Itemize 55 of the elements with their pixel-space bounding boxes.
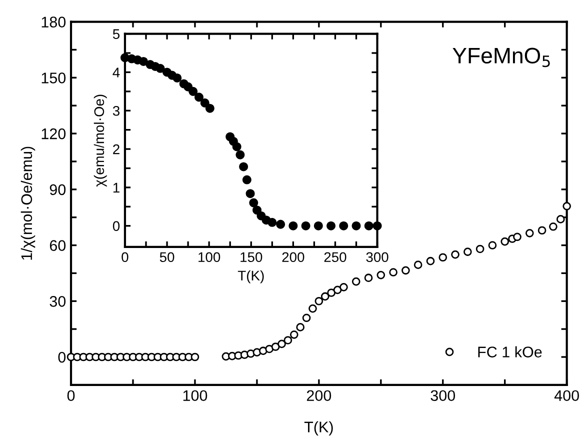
x-tick-label: 200 — [306, 390, 332, 402]
point — [288, 221, 298, 230]
point — [239, 162, 248, 172]
y-tick-label: 0 — [112, 221, 120, 232]
point — [276, 220, 286, 229]
x-tick-label: 100 — [198, 252, 220, 262]
x-axis-title: T(K) — [304, 421, 333, 436]
y-tick-label: 30 — [50, 296, 66, 307]
point — [246, 189, 255, 198]
point — [314, 221, 323, 230]
x-tick-label: 100 — [183, 390, 208, 402]
point — [252, 206, 262, 215]
x-tick-label: 300 — [430, 390, 456, 402]
x-tick-label: 0 — [122, 252, 128, 262]
x-tick-label: 250 — [324, 252, 346, 262]
y-tick-label: 1 — [113, 182, 120, 192]
x-tick-label: 200 — [282, 252, 304, 262]
y-tick-label: 120 — [42, 128, 66, 140]
x-tick-label: 0 — [67, 390, 75, 402]
point — [232, 142, 242, 152]
point — [194, 92, 204, 102]
x-tick-label: 50 — [160, 252, 174, 262]
x-axis-title: T(K) — [238, 270, 264, 284]
point — [205, 104, 214, 113]
y-tick-label: 4 — [112, 68, 120, 78]
point — [364, 221, 374, 230]
point — [372, 221, 382, 230]
point — [172, 73, 182, 82]
y-tick-label: 0 — [58, 352, 66, 363]
y-tick-label: 3 — [112, 106, 120, 116]
y-tick-label: 180 — [42, 16, 66, 28]
point — [236, 150, 245, 160]
annotation: YFeMnO$_{5}$ — [452, 48, 550, 68]
point — [188, 86, 198, 96]
y-tick-label: 5 — [112, 29, 120, 39]
point — [268, 218, 277, 227]
point — [339, 221, 348, 230]
point — [156, 64, 165, 73]
x-tick-label: 400 — [554, 390, 579, 402]
y-tick-label: 90 — [50, 184, 66, 196]
point — [249, 198, 258, 208]
y-tick-label: 2 — [113, 144, 120, 154]
point — [352, 221, 361, 230]
x-tick-label: 300 — [366, 252, 388, 262]
legend-label: FC 1 kOe — [478, 346, 542, 358]
point — [242, 175, 252, 184]
point — [200, 98, 210, 108]
point — [301, 221, 310, 230]
point — [138, 56, 148, 66]
y-axis-title: χ(emu/mol·Oe) — [94, 94, 107, 187]
y-tick-label: 150 — [42, 72, 66, 84]
point — [326, 221, 336, 230]
y-axis-title: 1/χ(mol·Oe/emu) — [20, 146, 36, 260]
y-tick-label: 60 — [50, 240, 66, 251]
x-tick-label: 150 — [240, 252, 262, 262]
